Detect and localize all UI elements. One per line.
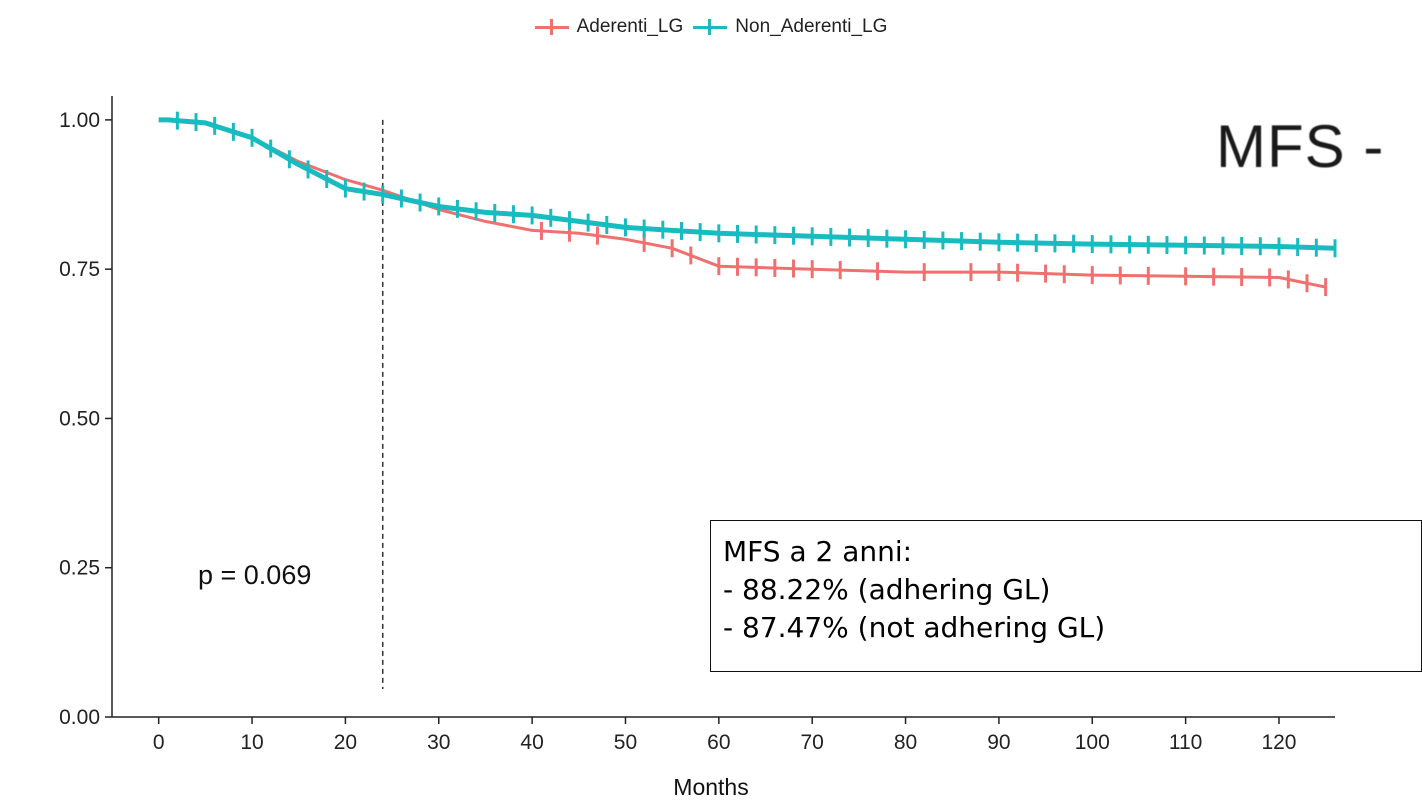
legend-label-non-aderenti: Non_Aderenti_LG (735, 16, 888, 37)
y-tick-label: 0.50 (59, 407, 100, 430)
info-box: MFS a 2 anni: - 88.22% (adhering GL) - 8… (710, 520, 1422, 672)
legend-key-non-aderenti-icon (693, 16, 728, 38)
legend-label-aderenti: Aderenti_LG (576, 16, 684, 37)
x-axis-label: Months (673, 774, 749, 800)
x-tick-label: 120 (1261, 731, 1296, 754)
x-tick-label: 80 (894, 731, 917, 754)
series-line-non-aderenti-lg (158, 117, 1336, 251)
y-tick-label: 1.00 (59, 109, 100, 132)
x-tick-label: 100 (1075, 731, 1110, 754)
x-tick-label: 10 (240, 731, 263, 754)
info-box-line-2: - 88.22% (adhering GL) (723, 573, 1051, 606)
y-tick-label: 0.25 (59, 557, 100, 580)
info-box-line-3: - 87.47% (not adhering GL) (723, 611, 1106, 644)
legend-key-aderenti-icon (534, 16, 569, 38)
y-tick-label: 0.00 (59, 706, 100, 729)
series-line-aderenti-lg (158, 118, 1327, 289)
info-box-line-1: MFS a 2 anni: (723, 535, 913, 568)
legend-item-aderenti: Aderenti_LG (534, 16, 684, 38)
x-tick-label: 50 (614, 731, 637, 754)
x-tick-label: 70 (801, 731, 824, 754)
legend: Aderenti_LG Non_Aderenti_LG (0, 16, 1422, 38)
corner-title: MFS - (1216, 113, 1385, 180)
x-tick-label: 30 (427, 731, 450, 754)
x-tick-label: 110 (1169, 731, 1202, 754)
x-tick-label: 90 (987, 731, 1010, 754)
x-tick-label: 60 (707, 731, 730, 754)
x-tick-label: 20 (334, 731, 357, 754)
p-value-label: p = 0.069 (198, 560, 312, 590)
legend-item-non-aderenti: Non_Aderenti_LG (693, 16, 887, 38)
y-tick-label: 0.75 (59, 258, 100, 281)
x-tick-label: 40 (520, 731, 543, 754)
x-tick-label: 0 (153, 731, 165, 754)
